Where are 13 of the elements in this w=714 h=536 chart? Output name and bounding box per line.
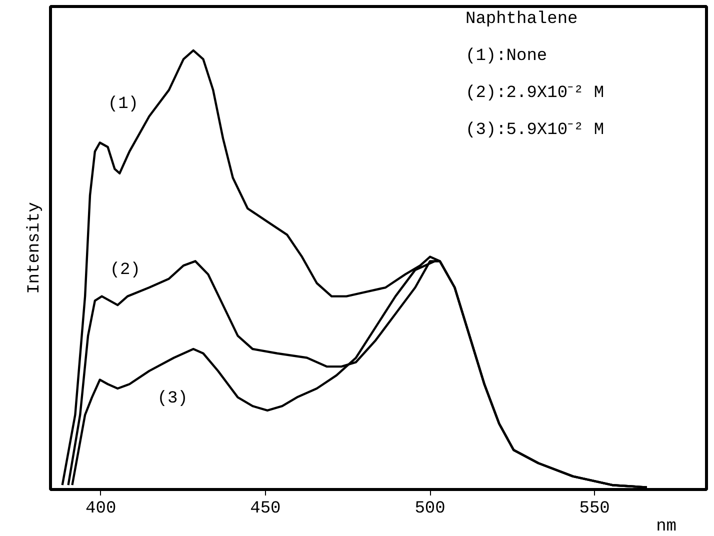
annotation: (3):5.9X10⁻² M [466,121,604,140]
series-label: (1) [108,95,138,114]
series-label: (3) [157,389,188,408]
annotation: (1):None [466,47,548,66]
x-axis-title: nm [656,518,677,536]
series-label: (2) [110,260,140,280]
annotation: (2):2.9X10⁻² M [466,84,604,103]
y-axis-title: Intensity [26,202,44,294]
x-tick-label: 400 [86,500,116,518]
x-tick-label: 550 [579,500,610,518]
x-tick-label: 500 [414,500,446,518]
x-tick-label: 450 [250,500,281,518]
text: Naphthalene [466,10,578,29]
